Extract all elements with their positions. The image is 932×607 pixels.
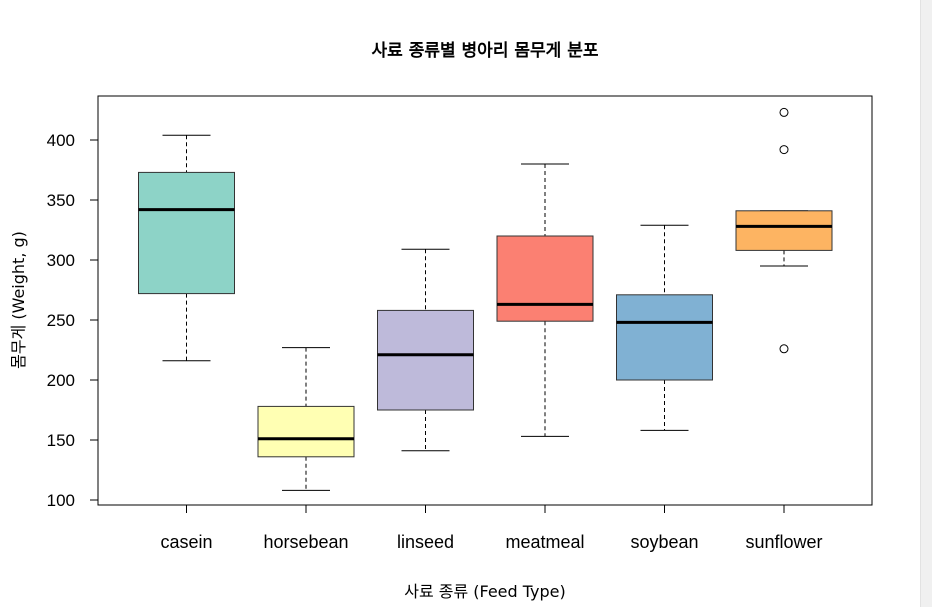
x-tick-label-horsebean: horsebean: [263, 532, 348, 552]
plot-frame: [97, 95, 873, 506]
chart-title: 사료 종류별 병아리 몸무게 분포: [372, 41, 599, 61]
y-tick-label: 250: [47, 311, 75, 330]
box-iqr: [616, 294, 713, 381]
box-linseed: [377, 248, 474, 452]
box-iqr: [138, 171, 235, 295]
y-tick-label: 300: [47, 251, 75, 270]
outlier-point: [779, 344, 789, 354]
box-iqr: [735, 210, 833, 251]
y-tick-label: 200: [47, 371, 75, 390]
box-soybean: [616, 224, 713, 431]
outlier-point: [779, 107, 789, 117]
y-axis-title: 몸무게 (Weight, g): [9, 231, 28, 369]
y-tick-label: 350: [47, 191, 75, 210]
scrollbar[interactable]: [920, 0, 932, 607]
y-tick-label: 100: [47, 491, 75, 510]
x-tick-label-casein: casein: [160, 532, 212, 552]
boxes-group: [138, 107, 833, 491]
box-horsebean: [257, 347, 355, 491]
y-axis: 100 150 200 250 300 350 400: [47, 131, 98, 510]
box-iqr: [377, 309, 474, 411]
y-tick-label: 400: [47, 131, 75, 150]
x-axis-title: 사료 종류 (Feed Type): [404, 582, 566, 601]
x-axis-labels: casein horsebean linseed meatmeal soybean sun…: [160, 505, 823, 552]
outlier-point: [779, 145, 789, 155]
y-tick-label: 150: [47, 431, 75, 450]
x-tick-label-linseed: linseed: [397, 532, 454, 552]
box-iqr: [257, 405, 355, 458]
box-meatmeal: [496, 163, 594, 437]
x-tick-label-soybean: soybean: [630, 532, 698, 552]
box-casein: [138, 134, 235, 362]
box-sunflower: [735, 107, 833, 354]
x-tick-label-sunflower: sunflower: [745, 532, 822, 552]
box-iqr: [496, 235, 594, 322]
x-tick-label-meatmeal: meatmeal: [505, 532, 584, 552]
